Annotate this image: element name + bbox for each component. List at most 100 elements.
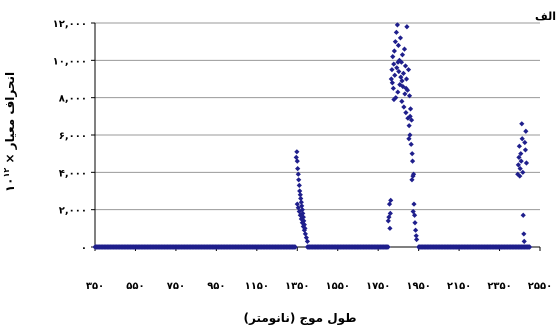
data-point: [298, 195, 304, 202]
data-point: [399, 78, 405, 84]
data-point: [297, 188, 303, 194]
data-point: [516, 154, 522, 160]
data-point: [392, 72, 398, 78]
data-point: [414, 236, 420, 243]
data-point: [527, 244, 533, 250]
data-point: [395, 59, 401, 65]
data-point: [391, 48, 397, 54]
data-point: [300, 214, 306, 220]
data-point: [391, 61, 397, 67]
y-tick-label: ۶,۰۰۰: [59, 131, 87, 142]
data-point: [388, 76, 394, 82]
data-point: [295, 171, 301, 177]
y-tick-label: ۱۰,۰۰۰: [53, 56, 87, 67]
x-tick-label: ۱۳۵۰: [285, 281, 309, 292]
data-point: [519, 121, 525, 127]
data-point: [400, 70, 407, 76]
data-point: [387, 210, 393, 216]
x-tick-label: ۱۵۵۰: [326, 281, 350, 292]
y-tick-label: ۴,۰۰۰: [59, 168, 87, 179]
y-axis-title-main: انحراف معيار × ۱۰: [3, 72, 17, 192]
data-point: [298, 199, 304, 205]
data-point: [392, 39, 398, 45]
data-point: [399, 98, 405, 104]
data-point: [402, 91, 408, 97]
data-point: [518, 158, 524, 164]
data-point: [298, 216, 304, 222]
data-point: [517, 173, 523, 179]
panel-label: الف: [535, 10, 556, 23]
data-point: [521, 231, 527, 237]
y-tick-labels: ۰ ۲,۰۰۰ ۴,۰۰۰ ۶,۰۰۰ ۸,۰۰۰ ۱۰,۰۰۰ ۱۲,۰۰۰: [53, 19, 87, 254]
data-points: [92, 22, 533, 250]
x-tick-label: ۳۵۰: [86, 281, 104, 292]
data-point: [405, 67, 412, 73]
data-point: [294, 201, 300, 207]
x-tick-label: ۵۵۰: [126, 281, 144, 292]
data-point: [409, 151, 415, 157]
data-point: [297, 192, 303, 198]
data-point: [390, 85, 396, 91]
data-point: [296, 182, 302, 188]
data-point: [401, 104, 407, 110]
data-point: [523, 160, 530, 166]
data-point: [292, 244, 298, 250]
data-point: [519, 136, 525, 142]
data-point: [410, 171, 417, 177]
data-point: [385, 244, 391, 250]
data-point: [396, 68, 402, 75]
x-tick-label: ۷۵۰: [167, 281, 185, 292]
data-point: [299, 203, 305, 209]
axes: [91, 22, 541, 251]
data-point: [397, 35, 404, 41]
data-point: [388, 197, 394, 203]
data-point: [385, 218, 391, 224]
data-point: [515, 162, 521, 168]
y-tick-label: ۲,۰۰۰: [59, 206, 87, 217]
x-tick-label: ۲۳۵۰: [487, 281, 511, 292]
data-point: [296, 177, 302, 183]
data-point: [300, 210, 306, 216]
data-point: [406, 123, 412, 129]
data-point: [295, 166, 301, 172]
data-point: [520, 212, 526, 218]
data-point: [300, 223, 306, 230]
x-tick-label: ۱۹۵۰: [406, 281, 430, 292]
data-point: [523, 128, 529, 134]
data-point: [406, 93, 413, 99]
data-point: [517, 166, 523, 172]
data-point: [520, 169, 526, 175]
data-point: [516, 143, 522, 149]
data-point: [403, 85, 409, 91]
data-point: [387, 225, 393, 231]
data-point: [411, 201, 417, 207]
x-tick-label: ۲۱۵۰: [447, 281, 471, 292]
x-tick-label: ۹۵۰: [207, 281, 225, 292]
data-point: [301, 218, 307, 224]
data-point: [294, 158, 300, 164]
y-tick-label: ۰: [81, 243, 87, 254]
data-point: [301, 227, 307, 233]
data-point: [401, 46, 408, 52]
data-point: [409, 177, 415, 183]
data-point: [522, 147, 529, 153]
x-tick-label: ۱۱۵۰: [245, 281, 269, 292]
data-point: [399, 52, 406, 58]
data-point: [304, 238, 310, 244]
data-point: [403, 76, 410, 82]
data-point: [301, 222, 307, 228]
data-point: [395, 42, 402, 48]
data-point: [394, 65, 400, 71]
data-point: [411, 212, 418, 218]
data-point: [407, 113, 413, 119]
gridlines: [95, 22, 540, 211]
data-point: [391, 96, 397, 103]
data-point: [297, 212, 303, 218]
y-tick-label: ۱۲,۰۰۰: [53, 19, 87, 30]
data-point: [402, 63, 409, 69]
x-axis-title: طول موج (نانومتر): [244, 311, 357, 326]
data-point: [413, 233, 419, 239]
data-point: [409, 158, 416, 164]
data-point: [389, 67, 395, 73]
